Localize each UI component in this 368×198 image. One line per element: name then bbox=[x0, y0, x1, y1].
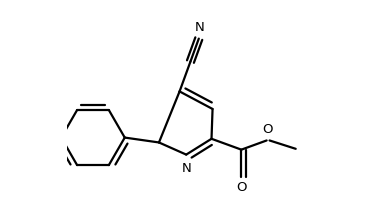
Text: O: O bbox=[236, 181, 247, 194]
Text: N: N bbox=[181, 162, 191, 175]
Text: O: O bbox=[263, 123, 273, 136]
Text: N: N bbox=[195, 21, 205, 34]
